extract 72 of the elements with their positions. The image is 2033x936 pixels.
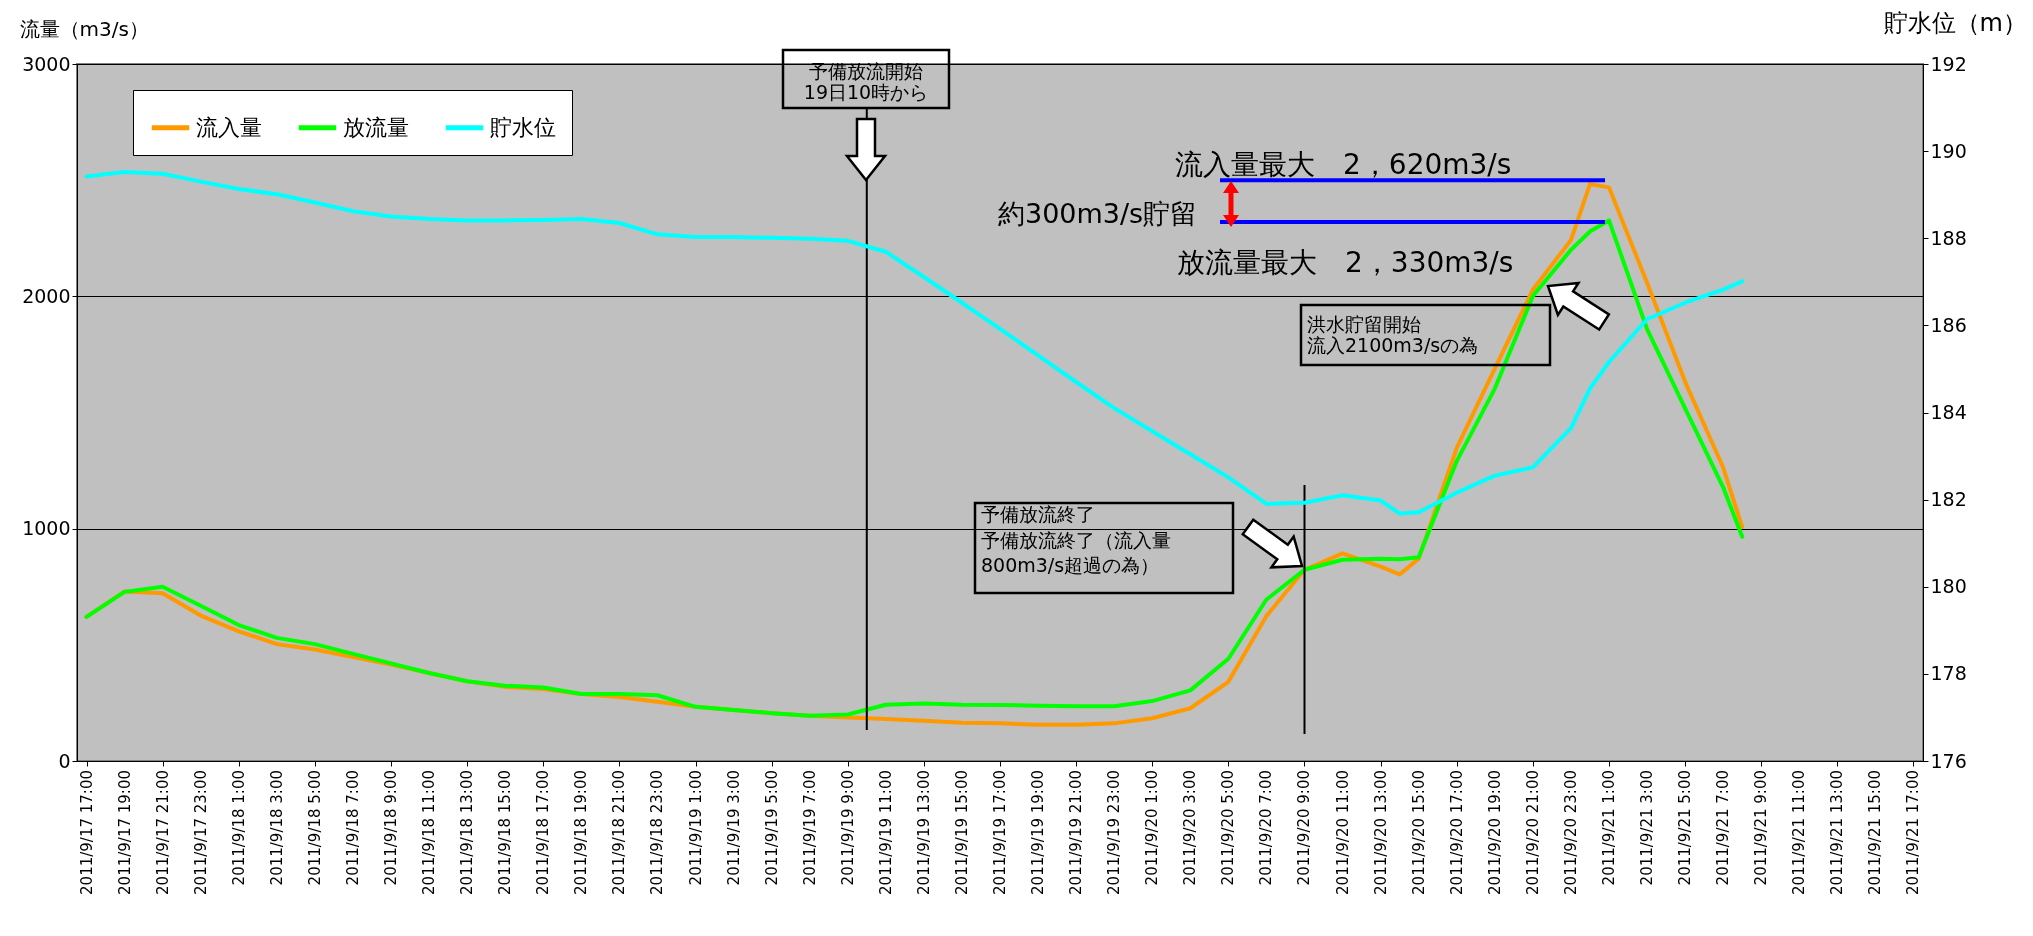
- x-tick-label: 2011/9/18 19:00: [572, 770, 591, 895]
- x-tick-label: 2011/9/18 23:00: [648, 770, 667, 895]
- x-tick-label: 2011/9/20 17:00: [1447, 770, 1466, 895]
- x-tick-label: 2011/9/19 17:00: [991, 770, 1009, 895]
- y-tick-label: 2000: [22, 284, 71, 307]
- x-tick-label: 2011/9/20 15:00: [1409, 770, 1428, 895]
- x-tick-label: 2011/9/18 13:00: [458, 770, 477, 895]
- x-tick-label: 2011/9/20 3:00: [1181, 770, 1200, 886]
- x-tick-label: 2011/9/18 5:00: [305, 770, 324, 886]
- y2-tick-label: 180: [1930, 575, 1967, 598]
- y2-tick-label: 188: [1930, 226, 1967, 249]
- ref-line-label: 放流量最大 2，330m3/s: [1177, 246, 1514, 279]
- x-tick-label: 2011/9/17 23:00: [191, 770, 210, 895]
- x-tick-label: 2011/9/20 23:00: [1561, 770, 1580, 895]
- y2-tick-label: 182: [1930, 488, 1967, 511]
- x-tick-label: 2011/9/19 15:00: [952, 770, 971, 895]
- x-tick-label: 2011/9/18 17:00: [534, 770, 553, 895]
- y2-tick-label: 178: [1930, 662, 1967, 685]
- x-tick-label: 2011/9/20 21:00: [1523, 770, 1542, 895]
- x-tick-label: 2011/9/21 7:00: [1714, 770, 1733, 886]
- ref-line-label: 流入量最大 2，620m3/s: [1175, 148, 1512, 181]
- x-tick-label: 2011/9/19 5:00: [762, 770, 781, 886]
- legend-label: 貯水位: [490, 114, 556, 140]
- legend-label: 放流量: [343, 114, 409, 140]
- y-axis-title: 流量（m3/s）: [19, 16, 149, 41]
- x-tick-label: 2011/9/19 19:00: [1029, 770, 1048, 895]
- x-tick-label: 2011/9/21 5:00: [1676, 770, 1695, 886]
- x-tick-label: 2011/9/19 23:00: [1105, 770, 1124, 895]
- x-tick-label: 2011/9/19 1:00: [686, 770, 705, 886]
- x-tick-label: 2011/9/20 5:00: [1219, 770, 1238, 886]
- x-tick-label: 2011/9/19 3:00: [724, 770, 743, 886]
- x-tick-label: 2011/9/20 1:00: [1143, 770, 1162, 886]
- x-tick-label: 2011/9/18 21:00: [610, 770, 629, 895]
- x-tick-label: 2011/9/17 17:00: [77, 770, 96, 895]
- x-tick-label: 2011/9/21 9:00: [1752, 770, 1771, 886]
- y2-tick-label: 192: [1930, 52, 1967, 75]
- x-tick-label: 2011/9/18 7:00: [343, 770, 362, 886]
- annotation: 約300m3/s貯留: [998, 197, 1198, 229]
- y2-tick-label: 190: [1930, 139, 1967, 162]
- x-tick-label: 2011/9/21 13:00: [1828, 770, 1847, 895]
- y2-axis-title: 貯水位（m）: [1883, 8, 2027, 37]
- x-tick-label: 2011/9/21 11:00: [1790, 770, 1809, 895]
- x-tick-label: 2011/9/20 9:00: [1295, 770, 1314, 886]
- y2-tick-label: 186: [1930, 313, 1967, 336]
- y-tick-label: 1000: [22, 517, 71, 540]
- x-tick-label: 2011/9/18 3:00: [267, 770, 286, 886]
- x-tick-label: 2011/9/19 9:00: [838, 770, 857, 886]
- x-tick-label: 2011/9/20 7:00: [1257, 770, 1276, 886]
- x-tick-label: 2011/9/18 11:00: [420, 770, 439, 895]
- x-tick-label: 2011/9/20 13:00: [1371, 770, 1390, 895]
- x-tick-label: 2011/9/20 19:00: [1485, 770, 1504, 895]
- x-tick-label: 2011/9/18 9:00: [382, 770, 401, 886]
- x-tick-label: 2011/9/19 7:00: [800, 770, 819, 886]
- y-tick-label: 3000: [22, 52, 71, 75]
- x-tick-label: 2011/9/19 21:00: [1067, 770, 1086, 895]
- x-tick-label: 2011/9/21 17:00: [1904, 770, 1923, 895]
- x-tick-label: 2011/9/19 11:00: [876, 770, 895, 895]
- annotation: 洪水貯留開始流入2100m3/sの為: [1307, 312, 1479, 356]
- annotation: 予備放流終了予備放流終了（流入量800m3/s超過の為）: [981, 502, 1171, 576]
- x-tick-label: 2011/9/18 15:00: [496, 770, 515, 895]
- x-tick-label: 2011/9/19 13:00: [914, 770, 933, 895]
- x-tick-label: 2011/9/17 19:00: [115, 770, 134, 895]
- x-tick-label: 2011/9/21 15:00: [1866, 770, 1885, 895]
- x-tick-label: 2011/9/21 1:00: [1599, 770, 1618, 886]
- x-tick-label: 2011/9/17 21:00: [153, 770, 172, 895]
- x-tick-label: 2011/9/21 3:00: [1638, 770, 1657, 886]
- x-tick-label: 2011/9/18 1:00: [229, 770, 248, 886]
- y-tick-label: 0: [58, 749, 71, 772]
- x-tick-label: 2011/9/20 11:00: [1333, 770, 1352, 895]
- legend-label: 流入量: [196, 114, 262, 140]
- y2-tick-label: 176: [1930, 749, 1967, 772]
- y2-tick-label: 184: [1930, 401, 1967, 423]
